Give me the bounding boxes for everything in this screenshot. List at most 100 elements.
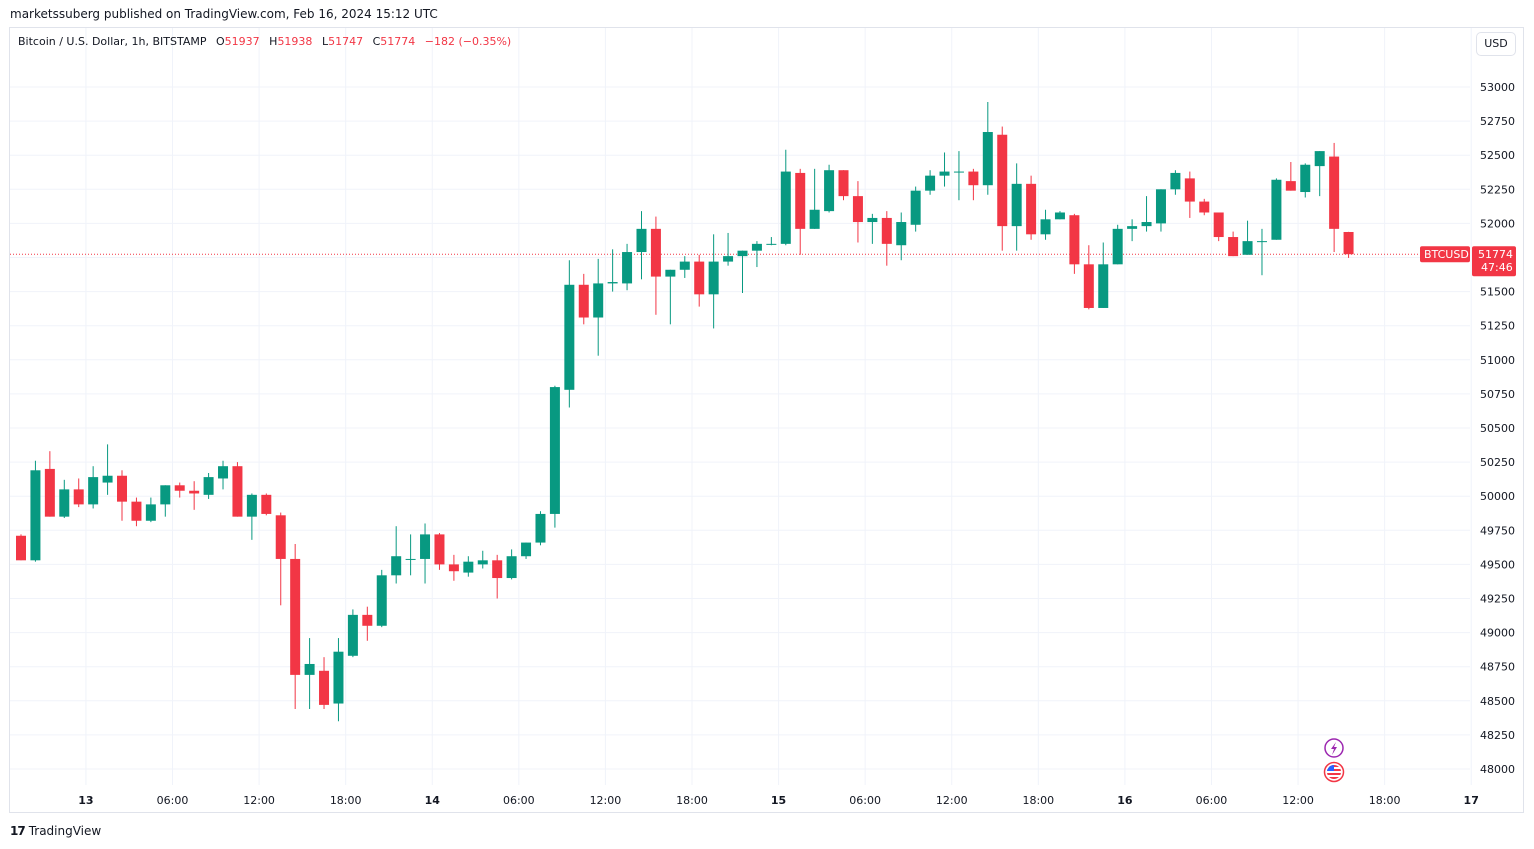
- candle-down: [881, 217, 892, 244]
- x-tick-label: 12:00: [243, 794, 275, 807]
- candle-down: [852, 196, 863, 223]
- legend-low-value: 51747: [328, 35, 364, 48]
- price-badge-price: 51774: [1478, 248, 1513, 261]
- x-tick-label: 13: [78, 794, 93, 807]
- candle-up: [405, 558, 416, 560]
- candle-up: [1314, 151, 1325, 167]
- candle-up: [896, 222, 907, 246]
- candle-up: [824, 170, 835, 212]
- y-tick-label: 50750: [1480, 388, 1515, 401]
- candle-up: [59, 489, 70, 517]
- candle-up: [1011, 183, 1022, 227]
- x-tick-label: 18:00: [676, 794, 708, 807]
- legend-symbol: Bitcoin / U.S. Dollar, 1h, BITSTAMP: [18, 35, 207, 48]
- candle-up: [145, 504, 156, 521]
- candle-down: [1329, 156, 1340, 229]
- legend-close-label: C: [372, 35, 381, 48]
- legend-low-label: L: [321, 35, 329, 48]
- candle-down: [838, 170, 849, 197]
- candle-up: [246, 494, 257, 517]
- candle-down: [448, 564, 459, 572]
- candle-down: [492, 560, 503, 579]
- grid-lines: [10, 28, 1472, 785]
- candle-up: [1155, 189, 1166, 224]
- candle-up: [1256, 241, 1267, 243]
- candle-up: [333, 651, 344, 704]
- candle-up: [420, 534, 431, 559]
- candle-up: [564, 284, 575, 390]
- legend-high-value: 51938: [277, 35, 313, 48]
- x-tick-label: 06:00: [849, 794, 881, 807]
- x-tick-label: 06:00: [503, 794, 535, 807]
- y-tick-label: 51250: [1480, 320, 1515, 333]
- candle-up: [521, 542, 532, 557]
- candle-up: [1112, 228, 1123, 265]
- candle-up: [766, 243, 777, 245]
- x-tick-label: 12:00: [590, 794, 622, 807]
- currency-button[interactable]: USD: [1476, 32, 1516, 56]
- candle-down: [189, 490, 200, 494]
- candle-down: [694, 261, 705, 295]
- y-tick-label: 50500: [1480, 422, 1515, 435]
- x-tick-label: 06:00: [157, 794, 189, 807]
- price-badge-symbol: BTCUSD: [1424, 248, 1469, 261]
- candle-down: [1026, 183, 1037, 235]
- candle-up: [102, 475, 113, 483]
- candle-up: [304, 663, 315, 675]
- candle-up: [665, 269, 676, 277]
- candle-up: [607, 282, 618, 284]
- x-axis-ticks: 13 06:00 12:00 18:00 14 06:00 12:00 18:00 15 06:0…: [78, 794, 1479, 807]
- legend-open-label: O: [215, 35, 225, 48]
- candle-up: [535, 513, 546, 543]
- candle-up: [953, 171, 964, 173]
- candle-down: [1285, 181, 1296, 191]
- candle-up: [910, 190, 921, 225]
- candle-up: [723, 256, 734, 262]
- x-tick-label: 16: [1117, 794, 1133, 807]
- x-tick-label: 06:00: [1196, 794, 1228, 807]
- candle-down: [650, 228, 661, 277]
- candle-up: [1054, 212, 1065, 220]
- y-tick-label: 50000: [1480, 490, 1515, 503]
- candle-up: [751, 243, 762, 251]
- candle-down: [968, 171, 979, 186]
- legend-high-label: H: [269, 35, 278, 48]
- candle-down: [16, 535, 26, 561]
- candle-up: [708, 261, 719, 295]
- candle-down: [1343, 231, 1354, 255]
- y-tick-label: 51000: [1480, 354, 1515, 367]
- y-tick-label: 52750: [1480, 115, 1515, 128]
- candle-up: [1271, 179, 1282, 240]
- candle-up: [376, 575, 387, 626]
- x-tick-label: 15: [771, 794, 786, 807]
- tradingview-logo[interactable]: 17 TradingView: [10, 824, 101, 838]
- y-tick-label: 52500: [1480, 149, 1515, 162]
- candle-down: [319, 670, 330, 705]
- candle-up: [30, 470, 41, 561]
- us-flag-event-icon[interactable]: [1323, 761, 1345, 783]
- candle-up: [1127, 226, 1138, 229]
- candle-down: [73, 489, 84, 505]
- candle-up: [160, 485, 171, 505]
- candle-up: [1242, 241, 1253, 255]
- candle-up: [1098, 264, 1109, 308]
- chart-frame[interactable]: [9, 27, 1524, 813]
- lightning-event-icon[interactable]: [1324, 738, 1344, 758]
- candle-down: [1228, 237, 1239, 257]
- candle-up: [203, 477, 214, 495]
- y-tick-label: 51500: [1480, 286, 1515, 299]
- candle-down: [1199, 201, 1210, 213]
- candle-up: [1170, 172, 1181, 190]
- x-tick-label: 17: [1464, 794, 1479, 807]
- candle-up: [679, 261, 690, 270]
- candle-up: [809, 209, 820, 229]
- candle-up: [982, 132, 993, 186]
- price-badge: BTCUSD 51774 47:46: [1420, 246, 1516, 277]
- candle-down: [1069, 215, 1080, 265]
- x-tick-label: 12:00: [1282, 794, 1314, 807]
- y-tick-label: 49750: [1480, 524, 1515, 537]
- candle-up: [622, 252, 633, 284]
- candle-down: [232, 466, 243, 517]
- legend-open-value: 51937: [224, 35, 260, 48]
